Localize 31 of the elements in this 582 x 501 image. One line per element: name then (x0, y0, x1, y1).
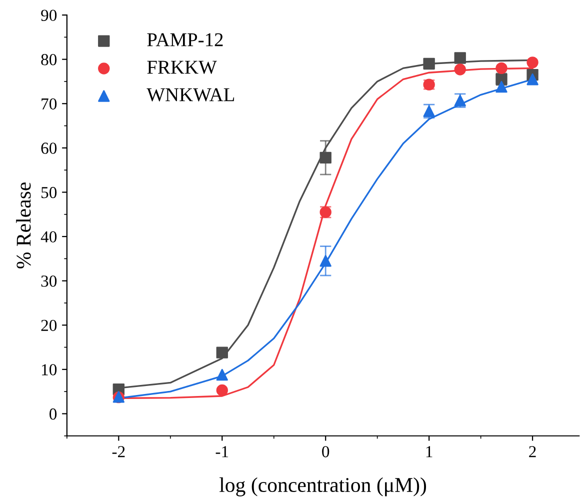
point (423, 58, 435, 70)
y-tick-label: 70 (42, 98, 57, 110)
point (320, 255, 332, 267)
y-tick-label: 60 (41, 142, 57, 154)
y-tick-label: 10 (42, 364, 57, 376)
y-tick-label: 30 (41, 276, 57, 287)
point (496, 62, 508, 74)
x-tick-label: 0 (322, 446, 330, 458)
point (216, 346, 228, 358)
point (216, 368, 228, 381)
y-tick-label: 90 (41, 10, 57, 21)
x-tick-label: 2 (529, 446, 536, 458)
point (320, 152, 332, 164)
point (526, 56, 538, 68)
x-tick-label: -1 (216, 446, 228, 458)
point (496, 80, 508, 93)
y-tick-label: 40 (40, 231, 57, 242)
point (454, 64, 466, 76)
x-tick-label: 1 (426, 446, 432, 458)
legend-label: FRKKW (147, 60, 217, 74)
legend-label: WNKWAL (146, 88, 234, 102)
y-tick-label: 80 (41, 54, 57, 66)
x-tick-label: -2 (112, 446, 125, 458)
y-axis-title: % Release (16, 182, 31, 268)
point (454, 52, 466, 64)
y-tick-label: 0 (50, 408, 57, 420)
legend-label: PAMP-12 (147, 33, 223, 46)
x-axis-title: log (concentration (μM)) (220, 477, 426, 496)
y-tick-label: 50 (42, 186, 57, 198)
point (216, 384, 228, 396)
y-tick-label: 20 (41, 320, 57, 332)
